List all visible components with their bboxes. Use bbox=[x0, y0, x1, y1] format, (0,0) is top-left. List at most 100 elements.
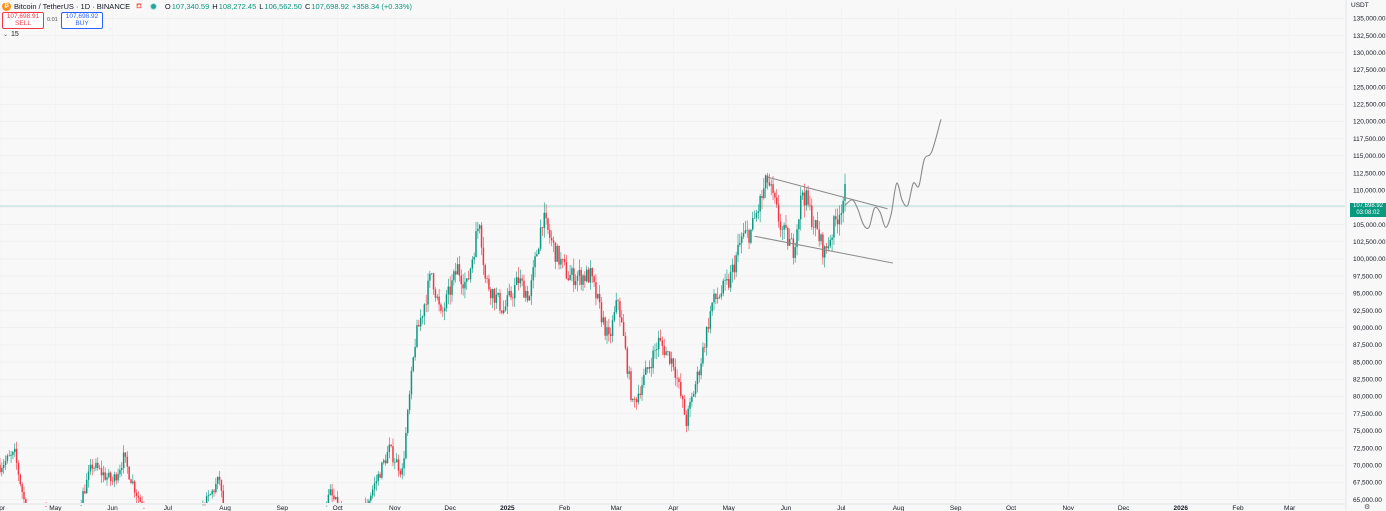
candle-body bbox=[2, 464, 5, 468]
candle-body bbox=[602, 317, 605, 323]
candle-body bbox=[471, 259, 474, 269]
price-tick-label: 135,000.00 bbox=[1353, 16, 1386, 23]
candle-body bbox=[526, 290, 529, 301]
candle-body bbox=[93, 468, 95, 469]
symbol-title[interactable]: Bitcoin / TetherUS · 1D · BINANCE bbox=[14, 1, 131, 11]
candle-body bbox=[14, 448, 16, 452]
channel-trend-line bbox=[754, 235, 894, 264]
sell-button[interactable]: 107,698.91 SELL bbox=[2, 12, 44, 29]
candle-body bbox=[329, 489, 332, 495]
candle-body bbox=[384, 460, 387, 464]
time-tick-label: Sep bbox=[276, 505, 288, 511]
candle-body bbox=[661, 340, 664, 346]
candle-body bbox=[89, 464, 92, 472]
candle-body bbox=[722, 280, 724, 294]
candle-body bbox=[8, 455, 10, 457]
price-tick-label: 85,000.00 bbox=[1353, 359, 1382, 366]
candle-body bbox=[338, 506, 341, 508]
candle-body bbox=[211, 490, 213, 495]
price-tick-label: 125,000.00 bbox=[1353, 84, 1386, 91]
candle-body bbox=[133, 481, 136, 493]
candle-body bbox=[490, 289, 492, 299]
high-label: H bbox=[212, 1, 218, 11]
open-value: 107,340.59 bbox=[171, 1, 210, 11]
candle-body bbox=[630, 371, 632, 401]
close-label: C bbox=[304, 1, 311, 11]
candle-body bbox=[1, 467, 3, 473]
candle-body bbox=[122, 452, 125, 469]
candle-body bbox=[757, 211, 760, 214]
price-tick-label: 100,000.00 bbox=[1353, 256, 1386, 263]
candle-body bbox=[744, 230, 747, 234]
time-tick-label: Dec bbox=[1118, 505, 1130, 511]
candle-body bbox=[0, 465, 1, 473]
price-tick-label: 90,000.00 bbox=[1353, 325, 1382, 332]
price-tick-label: 97,500.00 bbox=[1353, 273, 1382, 280]
candle-body bbox=[807, 190, 809, 205]
candle-body bbox=[794, 247, 796, 258]
candle-body bbox=[678, 378, 680, 383]
candle-body bbox=[336, 496, 339, 503]
price-tick-label: 112,500.00 bbox=[1353, 170, 1385, 177]
time-tick-label: Oct bbox=[1006, 505, 1016, 511]
candle-body bbox=[621, 317, 623, 323]
price-tick-label: 82,500.00 bbox=[1353, 377, 1382, 384]
candle-body bbox=[633, 398, 636, 400]
candle-body bbox=[495, 294, 498, 303]
candle-body bbox=[593, 276, 595, 283]
candle-body bbox=[696, 371, 699, 385]
candle-body bbox=[598, 293, 601, 303]
candle-body bbox=[724, 280, 726, 281]
candle-body bbox=[434, 289, 437, 298]
settings-gear-icon[interactable]: ⚙ bbox=[1364, 504, 1371, 511]
candle-body bbox=[639, 393, 641, 395]
candle-body bbox=[394, 462, 396, 463]
candle-body bbox=[705, 327, 708, 348]
buy-button[interactable]: 107,698.92 BUY bbox=[61, 12, 103, 29]
candle-body bbox=[371, 489, 374, 496]
candle-body bbox=[482, 247, 485, 266]
candle-body bbox=[774, 192, 776, 198]
candle-body bbox=[595, 282, 597, 299]
candle-body bbox=[15, 448, 18, 463]
candle-body bbox=[379, 474, 381, 478]
candle-body bbox=[536, 254, 538, 257]
candle-body bbox=[820, 234, 822, 242]
candle-body bbox=[811, 205, 813, 228]
candle-body bbox=[447, 286, 450, 295]
candle-body bbox=[809, 204, 811, 206]
price-tick-label: 132,500.00 bbox=[1353, 33, 1386, 40]
candle-body bbox=[506, 295, 509, 307]
time-axis[interactable]: Apr May Jun Jul Aug Sep Oct Nov Dec 2025 Feb Mar Apr… bbox=[0, 503, 1345, 511]
candle-body bbox=[589, 268, 592, 283]
candle-body bbox=[805, 190, 808, 206]
candle-body bbox=[222, 490, 224, 503]
candle-body bbox=[574, 280, 577, 286]
candle-body bbox=[390, 444, 392, 447]
candle-body bbox=[218, 476, 221, 481]
candle-body bbox=[644, 367, 647, 375]
candle-body bbox=[715, 293, 717, 300]
candle-body bbox=[785, 224, 787, 228]
candle-body bbox=[681, 396, 684, 400]
interval-selector[interactable]: ⌄ 15 bbox=[3, 31, 19, 38]
candle-body bbox=[576, 275, 579, 281]
candle-body bbox=[525, 290, 527, 298]
high-value: 108,272.45 bbox=[218, 1, 257, 11]
candle-body bbox=[462, 284, 464, 289]
candle-body bbox=[375, 481, 378, 484]
candle-body bbox=[87, 471, 90, 480]
time-tick-label: Jul bbox=[164, 505, 173, 511]
price-axis[interactable]: 135,000.00 132,500.00 130,000.00 127,500.00… bbox=[1345, 0, 1386, 511]
candle-body bbox=[331, 489, 333, 496]
candle-body bbox=[766, 175, 769, 183]
candle-body bbox=[456, 264, 459, 275]
candle-body bbox=[458, 264, 461, 276]
candle-body bbox=[370, 495, 372, 501]
candle-body bbox=[582, 275, 584, 285]
candle-body bbox=[425, 304, 427, 306]
candle-body bbox=[680, 382, 682, 397]
candle-body bbox=[752, 218, 754, 230]
candle-body bbox=[135, 492, 138, 497]
